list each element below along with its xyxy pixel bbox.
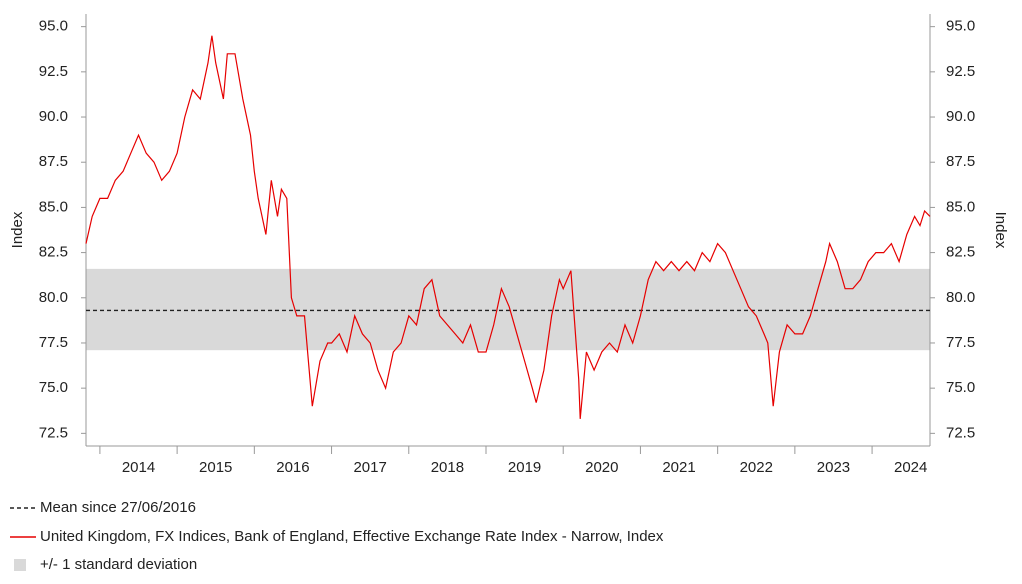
y2-tick-label: 95.0 [946, 18, 975, 35]
y-tick-label: 72.5 [39, 424, 68, 441]
x-tick-label: 2021 [662, 459, 695, 476]
y-tick-label: 95.0 [39, 18, 68, 35]
y-tick-label: 92.5 [39, 63, 68, 80]
y-tick-label: 90.0 [39, 108, 68, 125]
y2-tick-label: 80.0 [946, 289, 975, 306]
legend-mean-label: Mean since 27/06/2016 [40, 499, 196, 516]
legend-series-label: United Kingdom, FX Indices, Bank of Engl… [40, 528, 664, 545]
y2-tick-label: 72.5 [946, 424, 975, 441]
x-tick-label: 2017 [353, 459, 386, 476]
y-tick-label: 75.0 [39, 379, 68, 396]
y2-tick-label: 75.0 [946, 379, 975, 396]
x-tick-label: 2023 [817, 459, 850, 476]
y2-tick-label: 77.5 [946, 334, 975, 351]
y2-tick-label: 85.0 [946, 198, 975, 215]
legend-band-label: +/- 1 standard deviation [40, 556, 197, 573]
y2-tick-label: 82.5 [946, 244, 975, 261]
y2-tick-label: 90.0 [946, 108, 975, 125]
y2-axis-title: Index [992, 212, 1009, 249]
y-tick-label: 85.0 [39, 198, 68, 215]
y-tick-label: 82.5 [39, 244, 68, 261]
y2-tick-label: 92.5 [946, 63, 975, 80]
x-tick-label: 2024 [894, 459, 927, 476]
legend-band-swatch [14, 559, 26, 571]
y-axis-title: Index [9, 211, 26, 248]
y-tick-label: 80.0 [39, 289, 68, 306]
x-tick-label: 2018 [431, 459, 464, 476]
y-tick-label: 87.5 [39, 153, 68, 170]
x-tick-label: 2019 [508, 459, 541, 476]
x-tick-label: 2020 [585, 459, 618, 476]
x-tick-label: 2016 [276, 459, 309, 476]
y-tick-label: 77.5 [39, 334, 68, 351]
x-tick-label: 2014 [122, 459, 155, 476]
x-tick-label: 2015 [199, 459, 232, 476]
x-tick-label: 2022 [740, 459, 773, 476]
y2-tick-label: 87.5 [946, 153, 975, 170]
series-line [85, 35, 931, 419]
std-band [86, 268, 930, 351]
